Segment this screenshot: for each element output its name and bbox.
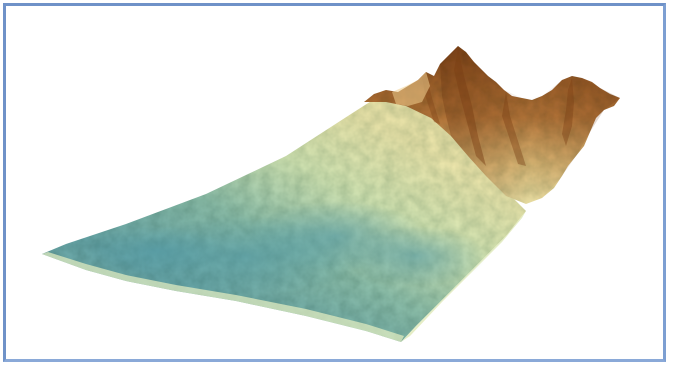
terrain-plain-surface — [42, 92, 526, 342]
image-frame — [3, 3, 666, 362]
terrain-mountain-range — [364, 46, 620, 204]
terrain-surface-illustration — [42, 46, 620, 342]
